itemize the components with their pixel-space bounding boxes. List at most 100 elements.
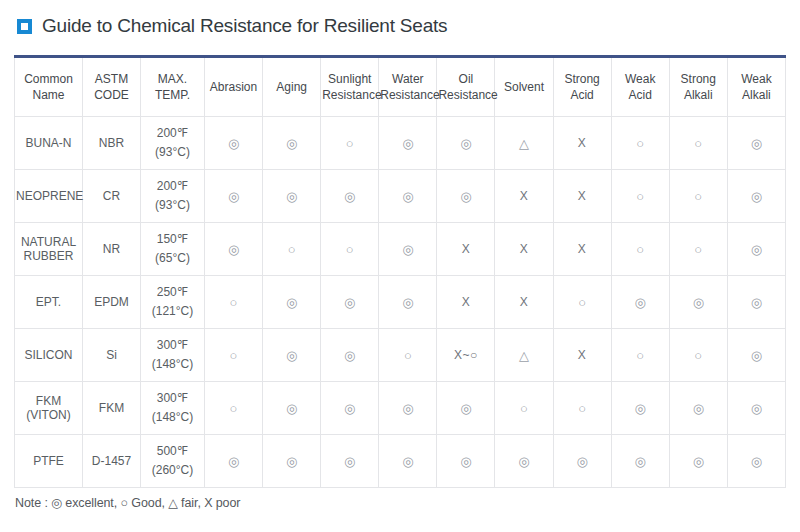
table-row: NATURAL RUBBERNR150℉ (65°C)◎○○◎XXX○○◎ [15, 223, 786, 276]
rating-cell: ◎ [379, 170, 437, 223]
max-temp-cell: 500℉ (260°C) [141, 435, 205, 488]
astm-code-cell: D-1457 [83, 435, 141, 488]
astm-code-cell: CR [83, 170, 141, 223]
rating-cell: ◎ [611, 276, 669, 329]
rating-cell: X [437, 223, 495, 276]
rating-cell: ○ [611, 329, 669, 382]
astm-code-cell: NBR [83, 117, 141, 170]
rating-cell: X [495, 223, 553, 276]
rating-cell: ◎ [727, 170, 785, 223]
max-temp-cell: 250℉ (121°C) [141, 276, 205, 329]
rating-cell: ◎ [263, 382, 321, 435]
rating-cell: ◎ [205, 435, 263, 488]
rating-cell: ○ [321, 117, 379, 170]
table-row: NEOPRENECR200℉ (93°C)◎◎◎◎◎XX○○◎ [15, 170, 786, 223]
rating-cell: ◎ [263, 435, 321, 488]
rating-cell: ○ [669, 329, 727, 382]
rating-cell: ◎ [379, 276, 437, 329]
rating-cell: ○ [205, 382, 263, 435]
table-container: Common NameASTM CODEMAX. TEMP.AbrasionAg… [14, 55, 786, 488]
common-name-cell: FKM (VITON) [15, 382, 83, 435]
rating-cell: X [553, 170, 611, 223]
rating-cell: ◎ [263, 329, 321, 382]
rating-cell: ◎ [437, 382, 495, 435]
rating-cell: ◎ [321, 276, 379, 329]
common-name-cell: SILICON [15, 329, 83, 382]
common-name-cell: NEOPRENE [15, 170, 83, 223]
column-header: Sunlight Resistance [321, 57, 379, 117]
rating-cell: ○ [669, 223, 727, 276]
rating-cell: X [495, 170, 553, 223]
rating-cell: ◎ [205, 170, 263, 223]
rating-cell: ◎ [379, 382, 437, 435]
max-temp-cell: 300℉ (148°C) [141, 382, 205, 435]
rating-cell: ◎ [727, 435, 785, 488]
column-header: Strong Alkali [669, 57, 727, 117]
rating-cell: ◎ [379, 223, 437, 276]
rating-cell: ◎ [321, 170, 379, 223]
rating-cell: X [495, 276, 553, 329]
column-header: MAX. TEMP. [141, 57, 205, 117]
rating-cell: ◎ [321, 435, 379, 488]
rating-cell: ○ [379, 329, 437, 382]
column-header: Water Resistance [379, 57, 437, 117]
column-header: Weak Acid [611, 57, 669, 117]
rating-cell: ◎ [437, 117, 495, 170]
table-row: FKM (VITON)FKM300℉ (148°C)○◎◎◎◎○○◎◎◎ [15, 382, 786, 435]
rating-cell: ○ [205, 276, 263, 329]
rating-cell: ◎ [205, 223, 263, 276]
rating-cell: ◎ [495, 435, 553, 488]
page-title-bar: Guide to Chemical Resistance for Resilie… [0, 0, 800, 45]
rating-cell: ○ [495, 382, 553, 435]
column-header: Abrasion [205, 57, 263, 117]
rating-cell: ○ [611, 170, 669, 223]
common-name-cell: PTFE [15, 435, 83, 488]
rating-cell: ◎ [727, 117, 785, 170]
rating-cell: ◎ [669, 382, 727, 435]
table-row: BUNA-NNBR200℉ (93°C)◎◎○◎◎△X○○◎ [15, 117, 786, 170]
rating-cell: ◎ [379, 435, 437, 488]
chemical-resistance-table: Common NameASTM CODEMAX. TEMP.AbrasionAg… [14, 55, 786, 488]
rating-cell: ○ [553, 276, 611, 329]
rating-cell: ○ [553, 382, 611, 435]
rating-cell: ◎ [437, 435, 495, 488]
rating-cell: X [437, 276, 495, 329]
column-header: ASTM CODE [83, 57, 141, 117]
rating-cell: ◎ [379, 117, 437, 170]
rating-cell: ◎ [321, 382, 379, 435]
rating-cell: ◎ [669, 435, 727, 488]
max-temp-cell: 300℉ (148°C) [141, 329, 205, 382]
table-row: PTFED-1457500℉ (260°C)◎◎◎◎◎◎◎◎◎◎ [15, 435, 786, 488]
rating-cell: ◎ [553, 435, 611, 488]
astm-code-cell: EPDM [83, 276, 141, 329]
table-header: Common NameASTM CODEMAX. TEMP.AbrasionAg… [15, 57, 786, 117]
astm-code-cell: NR [83, 223, 141, 276]
column-header: Solvent [495, 57, 553, 117]
max-temp-cell: 200℉ (93°C) [141, 117, 205, 170]
astm-code-cell: FKM [83, 382, 141, 435]
column-header: Oil Resistance [437, 57, 495, 117]
table-body: BUNA-NNBR200℉ (93°C)◎◎○◎◎△X○○◎NEOPRENECR… [15, 117, 786, 488]
legend-note: Note : ◎ excellent, ○ Good, △ fair, X po… [15, 495, 800, 510]
rating-cell: ○ [611, 117, 669, 170]
rating-cell: △ [495, 117, 553, 170]
rating-cell: ○ [321, 223, 379, 276]
rating-cell: ◎ [727, 329, 785, 382]
rating-cell: ◎ [727, 223, 785, 276]
page-title: Guide to Chemical Resistance for Resilie… [42, 15, 447, 37]
rating-cell: X [553, 223, 611, 276]
rating-cell: ○ [669, 117, 727, 170]
max-temp-cell: 150℉ (65°C) [141, 223, 205, 276]
rating-cell: ◎ [669, 276, 727, 329]
astm-code-cell: Si [83, 329, 141, 382]
rating-cell: ◎ [727, 276, 785, 329]
common-name-cell: EPT. [15, 276, 83, 329]
table-row: EPT.EPDM250℉ (121°C)○◎◎◎XX○◎◎◎ [15, 276, 786, 329]
rating-cell: ○ [263, 223, 321, 276]
rating-cell: ◎ [611, 435, 669, 488]
rating-cell: ◎ [727, 382, 785, 435]
rating-cell: ○ [205, 329, 263, 382]
max-temp-cell: 200℉ (93°C) [141, 170, 205, 223]
table-row: SILICONSi300℉ (148°C)○◎◎○X~○△X○○◎ [15, 329, 786, 382]
column-header: Strong Acid [553, 57, 611, 117]
